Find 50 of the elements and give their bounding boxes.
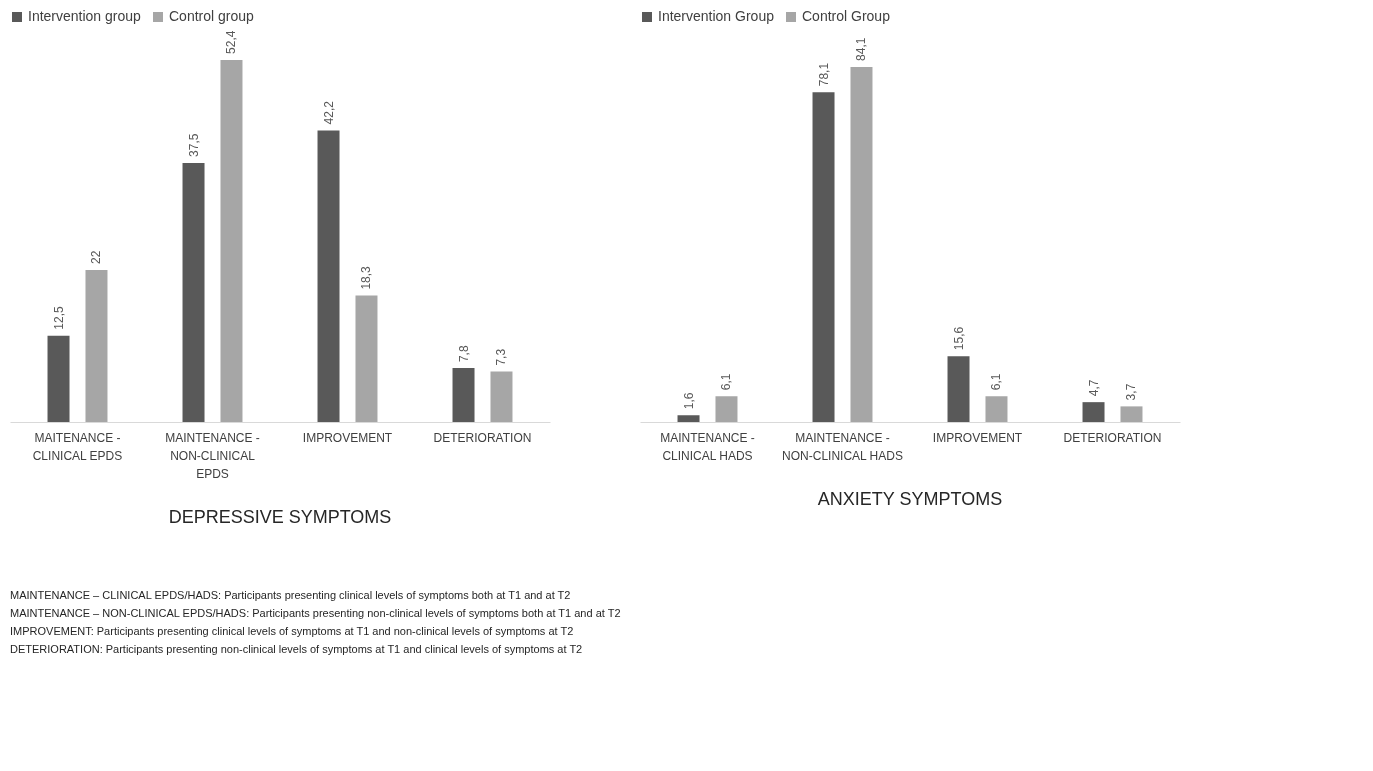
bar — [985, 396, 1008, 422]
bar — [220, 59, 243, 422]
text: DEPRESSIVE SYMPTOMS — [168, 507, 392, 527]
bar — [85, 270, 108, 422]
data-label: 3,7 — [1124, 383, 1139, 401]
legend-label: Intervention Group — [658, 8, 775, 24]
data-label: 84,1 — [854, 37, 869, 61]
legend-label: Control group — [169, 8, 255, 24]
data-label: 42,2 — [321, 100, 336, 125]
data-label: 78,1 — [816, 62, 831, 87]
x-tick-label: DETERIORATION — [433, 430, 532, 445]
bar — [47, 335, 70, 422]
x-tick-label: IMPROVEMENT — [302, 430, 393, 445]
x-tick-label: MAINTENANCE - NON-CLINICAL HADS — [782, 430, 903, 463]
x-tick-label: MAITENANCE - CLINICAL EPDS — [32, 430, 123, 463]
text: ANXIETY SYMPTOMS — [817, 489, 1003, 509]
data-label: 18,3 — [359, 265, 374, 290]
x-tick-label: IMPROVEMENT — [932, 430, 1023, 445]
bar — [677, 415, 700, 422]
text: MAINTENANCE – CLINICAL EPDS/HADS: Participants presenting clinical levels of symptoms both at T1 and at T2 — [10, 589, 571, 601]
legend-label: Control Group — [802, 8, 891, 24]
x-tick-label: MAINTENANCE - NON-CLINICAL EPDS — [165, 430, 260, 481]
data-label: 52,4 — [224, 30, 239, 54]
data-label: 7,8 — [456, 345, 471, 363]
data-label: 22 — [89, 250, 104, 264]
legend-label: Intervention group — [28, 8, 142, 24]
data-label: 7,3 — [494, 348, 509, 366]
data-label: 12,5 — [51, 305, 66, 330]
bar — [182, 162, 205, 422]
data-label: 15,6 — [951, 326, 966, 351]
data-label: 6,1 — [989, 373, 1004, 391]
bar — [355, 295, 378, 422]
data-label: 6,1 — [719, 373, 734, 391]
data-label: 4,7 — [1086, 379, 1101, 397]
data-label: 37,5 — [186, 133, 201, 157]
text: MAINTENANCE – NON-CLINICAL EPDS/HADS: Participants presenting non-clinical levels of symptoms both at T1 and at T2 — [10, 607, 621, 619]
x-tick-label: MAINTENANCE - CLINICAL HADS — [660, 430, 755, 463]
bar — [452, 368, 475, 422]
bar — [850, 66, 873, 422]
bar — [812, 92, 835, 422]
data-label: 1,6 — [681, 392, 696, 410]
bar — [947, 356, 970, 422]
bar — [1120, 406, 1143, 422]
bar — [490, 371, 513, 422]
text: DETERIORATION: Participants presenting non-clinical levels of symptoms at T1 and clinical levels of symptoms at T2 — [10, 643, 583, 655]
bar — [317, 130, 340, 422]
bar — [715, 396, 738, 422]
text: IMPROVEMENT: Participants presenting clinical levels of symptoms at T1 and non-clinical levels of symptoms at T2 — [10, 625, 574, 637]
bar — [1082, 402, 1105, 422]
x-tick-label: DETERIORATION — [1063, 430, 1162, 445]
